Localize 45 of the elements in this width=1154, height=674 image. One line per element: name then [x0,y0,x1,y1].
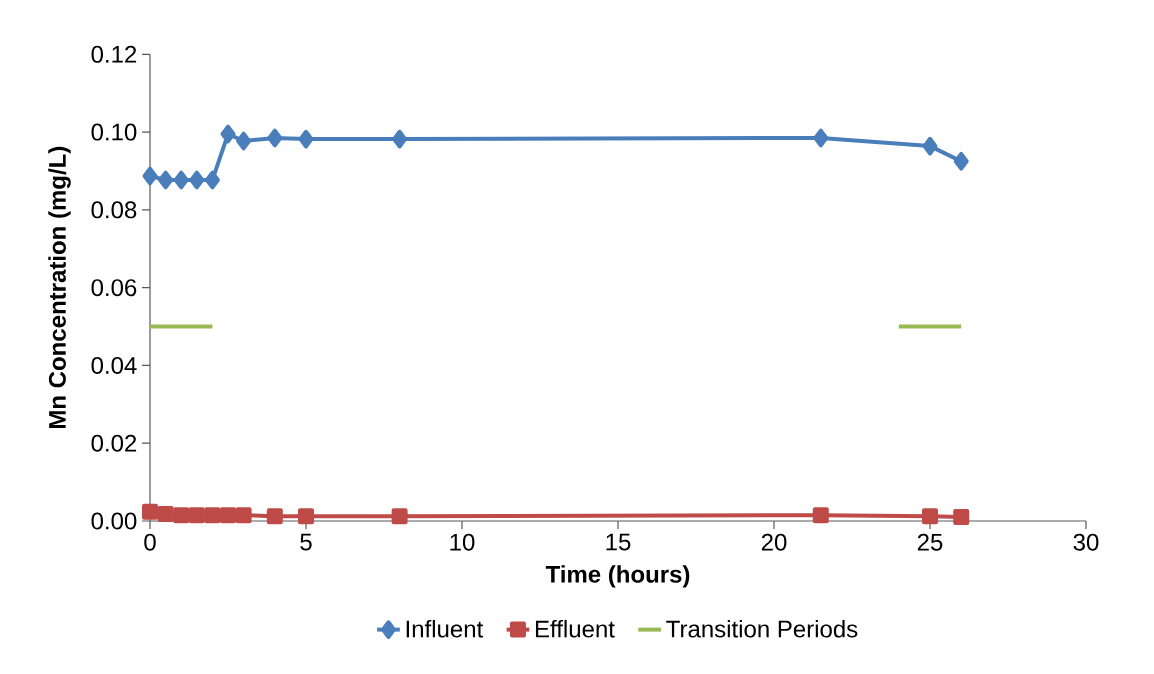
point [813,128,829,148]
y-tick-label: 0.06 [91,279,137,297]
point [298,129,314,149]
point [236,131,252,151]
y-tick-label: 0.04 [91,356,137,374]
x-tick-label: 25 [917,533,943,551]
x-tick-label: 15 [606,533,631,551]
point [157,505,174,522]
legend-label: Transition Periods [666,619,858,638]
legend-label: Effluent [535,619,615,638]
point [953,151,969,171]
y-axis-title: Mn Concentration (mg/L) [48,146,71,429]
point [392,129,408,149]
point [922,136,938,156]
point [266,508,283,525]
point [391,508,408,525]
point [298,508,315,525]
point [142,166,158,186]
point [235,507,252,524]
point [812,507,829,524]
point [173,170,189,190]
point [173,507,190,524]
x-tick-label: 5 [300,533,312,551]
point [922,508,938,525]
point [188,507,205,524]
x-tick-label: 20 [761,533,787,551]
point [204,507,221,524]
x-axis-title: Time (hours) [545,565,690,588]
point [189,170,205,190]
y-tick-label: 0.02 [91,434,137,452]
point [158,170,174,190]
point [220,507,236,524]
x-tick-label: 10 [450,533,475,551]
y-tick-label: 0.00 [91,512,137,530]
point [142,503,159,520]
point [267,128,283,148]
y-tick-label: 0.12 [91,45,137,63]
y-tick-label: 0.10 [91,123,137,141]
y-tick-label: 0.08 [91,201,137,219]
point [204,170,220,190]
legend-label: Influent [406,619,484,638]
point [220,124,236,144]
x-tick-label: 0 [144,533,156,551]
x-tick-label: 30 [1073,533,1099,551]
point [953,509,970,526]
